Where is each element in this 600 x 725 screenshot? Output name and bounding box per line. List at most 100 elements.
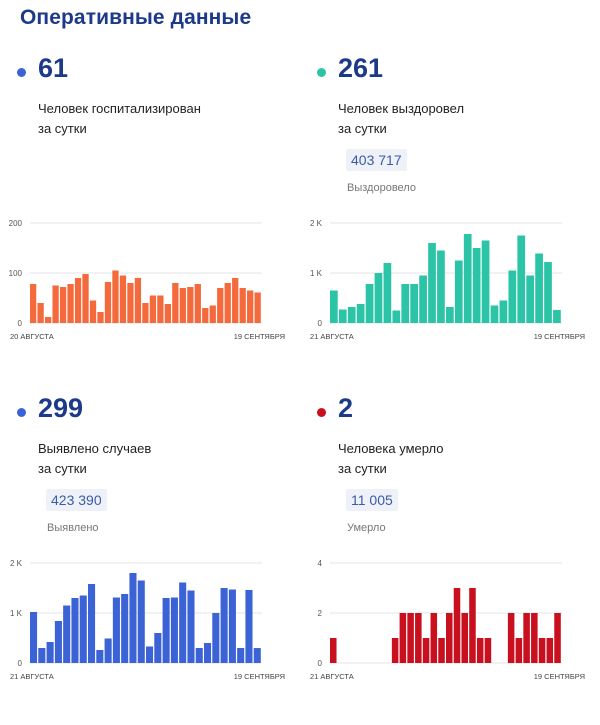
recovered-chart-bar[interactable] [517, 235, 526, 324]
hospitalized-chart-bar[interactable] [202, 308, 209, 323]
cases-chart-bar[interactable] [129, 573, 137, 663]
hospitalized-chart-bar[interactable] [134, 278, 142, 323]
cases-chart-bar[interactable] [88, 584, 96, 663]
cases-chart-bar[interactable] [63, 605, 71, 664]
hospitalized-chart-bar[interactable] [82, 274, 89, 323]
recovered-chart-bar[interactable] [365, 284, 374, 323]
recovered-chart-bar[interactable] [454, 260, 463, 324]
cases-chart-bar[interactable] [71, 598, 79, 663]
deaths-chart-bar[interactable] [523, 613, 530, 663]
hospitalized-chart-bar[interactable] [179, 288, 186, 323]
recovered-chart-bar[interactable] [526, 275, 535, 324]
cases-chart-bar[interactable] [154, 633, 162, 663]
cases-chart-bar[interactable] [121, 594, 129, 663]
cases-chart-bar[interactable] [170, 597, 178, 664]
deaths-chart-bar[interactable] [546, 638, 554, 663]
deaths-chart-bar[interactable] [531, 613, 538, 663]
recovered-chart-bar[interactable] [535, 253, 543, 324]
hospitalized-chart-bar[interactable] [157, 295, 164, 324]
deaths-chart-bar[interactable] [391, 638, 399, 663]
recovered-chart-bar[interactable] [347, 307, 356, 323]
deaths-chart-bar[interactable] [469, 588, 476, 663]
hospitalized-chart-bar[interactable] [254, 292, 261, 324]
hospitalized-chart-bar[interactable] [119, 275, 127, 324]
hospitalized-chart-bar[interactable] [142, 303, 149, 323]
recovered-chart-bar[interactable] [338, 309, 347, 324]
hospitalized-chart-bar[interactable] [104, 282, 112, 323]
recovered-chart-bar[interactable] [437, 250, 445, 324]
hospitalized-chart-bar[interactable] [217, 288, 224, 323]
hospitalized-chart-bar[interactable] [37, 303, 44, 323]
cases-chart-bar[interactable] [104, 638, 112, 664]
cases-chart-bar[interactable] [220, 588, 228, 663]
cases-chart-bar[interactable] [245, 590, 253, 663]
deaths-chart-bar[interactable] [415, 613, 422, 663]
hospitalized-chart-bar[interactable] [67, 284, 74, 323]
recovered-chart-bar[interactable] [544, 262, 552, 323]
hospitalized-chart-bar[interactable] [172, 283, 179, 323]
deaths-chart-bar[interactable] [407, 613, 414, 663]
recovered-chart-bar[interactable] [463, 234, 472, 323]
hospitalized-chart-bar[interactable] [164, 304, 171, 323]
deaths-chart-bar[interactable] [430, 613, 438, 663]
deaths-chart-bar[interactable] [422, 638, 430, 663]
deaths-chart-bar[interactable] [399, 613, 407, 663]
hospitalized-chart-bar[interactable] [232, 278, 239, 323]
recovered-chart-bar[interactable] [446, 307, 454, 323]
cases-chart-bar[interactable] [253, 648, 261, 663]
recovered-chart-bar[interactable] [374, 273, 383, 323]
hospitalized-chart-bar[interactable] [209, 305, 216, 324]
cases-chart-bar[interactable] [54, 621, 62, 663]
recovered-chart-bar[interactable] [410, 284, 419, 323]
recovered-chart-bar[interactable] [401, 284, 410, 323]
deaths-chart-bar[interactable] [484, 638, 492, 663]
hospitalized-chart-bar[interactable] [239, 288, 246, 323]
hospitalized-chart-bar[interactable] [30, 284, 37, 323]
recovered-chart-bar[interactable] [481, 240, 490, 324]
hospitalized-chart-bar[interactable] [224, 283, 231, 323]
hospitalized-chart-bar[interactable] [112, 270, 119, 324]
deaths-chart-bar[interactable] [507, 613, 515, 663]
deaths-chart-bar[interactable] [330, 638, 337, 663]
recovered-chart-bar[interactable] [490, 305, 499, 324]
hospitalized-chart-bar[interactable] [44, 317, 52, 323]
deaths-chart-bar[interactable] [453, 588, 461, 663]
deaths-chart-bar[interactable] [515, 638, 523, 663]
hospitalized-chart-bar[interactable] [187, 287, 194, 323]
deaths-chart-bar[interactable] [476, 638, 484, 663]
cases-chart-bar[interactable] [162, 598, 170, 663]
cases-chart-bar[interactable] [228, 589, 236, 664]
deaths-chart-bar[interactable] [446, 613, 453, 663]
cases-chart-bar[interactable] [112, 597, 120, 664]
deaths-chart-bar[interactable] [438, 638, 445, 663]
cases-chart-bar[interactable] [79, 595, 87, 664]
cases-chart-bar[interactable] [195, 648, 203, 663]
deaths-chart-bar[interactable] [538, 638, 546, 663]
recovered-chart-bar[interactable] [392, 310, 401, 324]
cases-chart-bar[interactable] [212, 613, 220, 663]
recovered-chart-bar[interactable] [499, 300, 508, 324]
deaths-chart-bar[interactable] [461, 613, 468, 663]
cases-chart-bar[interactable] [204, 643, 212, 663]
cases-chart-bar[interactable] [146, 646, 154, 664]
cases-chart-bar[interactable] [38, 648, 46, 663]
recovered-chart-bar[interactable] [330, 290, 338, 324]
deaths-chart-bar[interactable] [554, 613, 561, 663]
recovered-chart-bar[interactable] [508, 270, 517, 324]
hospitalized-chart-bar[interactable] [89, 300, 97, 324]
cases-chart-bar[interactable] [46, 642, 54, 663]
cases-chart-bar[interactable] [96, 650, 104, 663]
cases-chart-bar[interactable] [187, 590, 195, 664]
cases-chart-bar[interactable] [30, 612, 38, 663]
recovered-chart-bar[interactable] [383, 263, 392, 323]
hospitalized-chart-bar[interactable] [97, 312, 104, 323]
hospitalized-chart-bar[interactable] [149, 295, 157, 324]
recovered-chart-bar[interactable] [419, 275, 427, 324]
recovered-chart-bar[interactable] [472, 248, 481, 323]
cases-chart-bar[interactable] [237, 648, 245, 663]
hospitalized-chart-bar[interactable] [247, 290, 254, 324]
recovered-chart-bar[interactable] [356, 304, 365, 323]
hospitalized-chart-bar[interactable] [127, 283, 134, 323]
hospitalized-chart-bar[interactable] [52, 285, 59, 324]
hospitalized-chart-bar[interactable] [74, 278, 82, 323]
